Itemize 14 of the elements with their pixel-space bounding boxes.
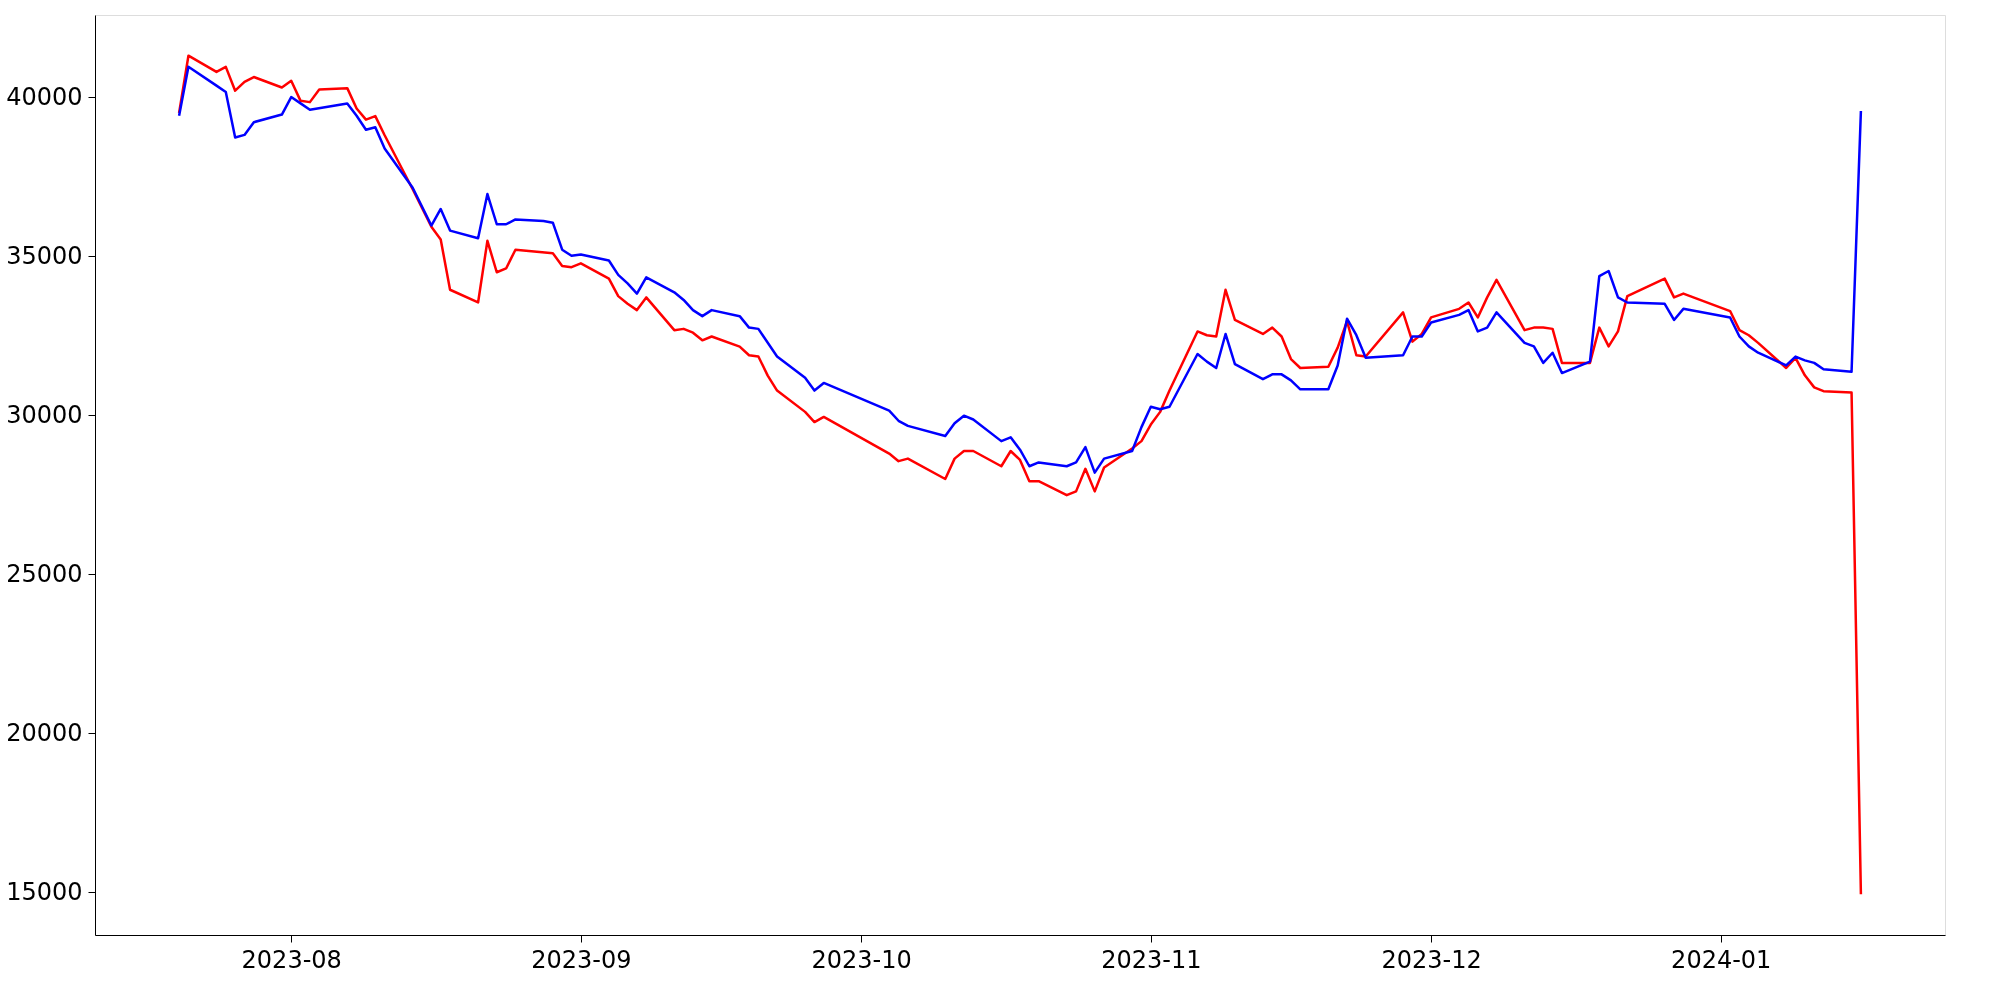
y-tick-label: 20000 [6,718,83,747]
line-series [177,54,1863,896]
x-tick-label: 2023-08 [241,945,342,974]
y-tick-label: 30000 [6,400,83,429]
x-tick-label: 2023-10 [811,945,912,974]
x-tick-label: 2023-11 [1101,945,1202,974]
line-series [177,65,1863,474]
x-tick-label: 2023-09 [531,945,632,974]
x-tick-label: 2023-12 [1381,945,1482,974]
y-tick-label: 25000 [6,559,83,588]
y-tick-label: 15000 [6,877,83,906]
x-tick-label: 2024-01 [1671,945,1772,974]
y-tick-label: 40000 [6,82,83,111]
y-tick-label: 35000 [6,241,83,270]
